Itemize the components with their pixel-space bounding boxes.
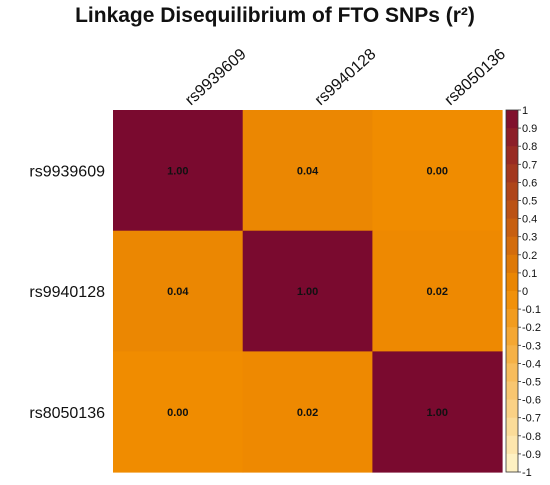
column-labels: rs9939609 rs9940128 rs8050136 xyxy=(182,46,509,109)
colorbar-tick-label: -0.3 xyxy=(522,340,541,352)
colorbar-tick-label: -0.9 xyxy=(522,449,541,461)
colorbar-tick-label: 0.1 xyxy=(522,268,537,280)
heatmap-cell xyxy=(242,110,373,232)
cell-value-label: 0.02 xyxy=(297,407,318,419)
heatmap-cells xyxy=(113,110,503,473)
colorbar-tick-label: 0 xyxy=(522,286,528,298)
colorbar-segment xyxy=(506,309,518,328)
cell-value-label: 1.00 xyxy=(167,165,188,177)
colorbar-segment xyxy=(506,182,518,201)
colorbar-segment xyxy=(506,363,518,382)
cell-value-label: 1.00 xyxy=(297,286,318,298)
colorbar-segment xyxy=(506,218,518,238)
heatmap-cell xyxy=(113,351,244,473)
column-label: rs9939609 xyxy=(182,46,250,109)
colorbar-tick-label: 0.8 xyxy=(522,141,537,153)
row-label: rs9940128 xyxy=(29,284,105,301)
cell-value-label: 0.04 xyxy=(167,286,189,298)
heatmap-cell xyxy=(242,351,373,473)
colorbar-tick-label: -0.1 xyxy=(522,304,541,316)
heatmap-cell xyxy=(372,230,503,352)
cell-value-label: 0.02 xyxy=(427,286,448,298)
colorbar-segment xyxy=(506,453,518,473)
row-label: rs8050136 xyxy=(29,405,105,422)
colorbar-tick-label: 0.5 xyxy=(522,196,537,208)
cell-value-label: 0.00 xyxy=(427,165,448,177)
colorbar-tick-label: -0.8 xyxy=(522,431,541,443)
cell-value-label: 1.00 xyxy=(427,407,448,419)
colorbar-segment xyxy=(506,128,518,147)
column-label: rs9940128 xyxy=(312,46,380,109)
colorbar-segment xyxy=(506,291,518,310)
row-labels: rs9939609 rs9940128 rs8050136 xyxy=(29,163,105,421)
colorbar-tick-label: -0.5 xyxy=(522,377,541,389)
colorbar-segment xyxy=(506,327,518,346)
colorbar-segment xyxy=(506,254,518,274)
heatmap-cell-labels: 1.00 0.04 0.00 0.04 1.00 0.02 0.00 0.02 1.00 xyxy=(167,165,448,418)
colorbar-tick-label: -0.6 xyxy=(522,395,541,407)
colorbar-tick-label: -0.4 xyxy=(522,358,541,370)
colorbar-segment xyxy=(506,381,518,400)
colorbar-tick-label: 1 xyxy=(522,105,528,117)
colorbar: 1 0.9 0.8 0.7 0.6 0.5 0.4 0.3 0.2 0.1 0 -0.1 -0.2 -0.… xyxy=(505,105,541,479)
colorbar-segment xyxy=(506,110,518,129)
heatmap-cell xyxy=(372,351,503,473)
colorbar-segment xyxy=(506,164,518,183)
colorbar-tick-label: -0.2 xyxy=(522,322,541,334)
colorbar-segment xyxy=(506,272,518,292)
row-label: rs9939609 xyxy=(29,163,105,180)
colorbar-tick-label: 0.9 xyxy=(522,123,537,135)
cell-value-label: 0.04 xyxy=(297,165,319,177)
chart-title: Linkage Disequilibrium of FTO SNPs (r²) xyxy=(75,4,475,27)
colorbar-tick-label: 0.6 xyxy=(522,177,537,189)
heatmap-cell xyxy=(242,230,373,352)
colorbar-segment xyxy=(506,345,518,364)
column-label: rs8050136 xyxy=(442,46,510,109)
colorbar-segment xyxy=(506,399,518,419)
cell-value-label: 0.00 xyxy=(167,407,188,419)
heatmap-cell xyxy=(113,230,244,352)
colorbar-tick-label: -1 xyxy=(522,467,532,479)
colorbar-tick-label: 0.2 xyxy=(522,250,537,262)
colorbar-tick-label: 0.7 xyxy=(522,159,537,171)
colorbar-tick-label: -0.7 xyxy=(522,413,541,425)
heatmap-cell xyxy=(372,110,503,232)
colorbar-segment xyxy=(506,200,518,219)
colorbar-segment xyxy=(506,417,518,437)
colorbar-segment xyxy=(506,236,518,256)
heatmap-cell xyxy=(113,110,244,232)
colorbar-tick-label: 0.4 xyxy=(522,214,537,226)
colorbar-segment xyxy=(506,435,518,455)
colorbar-segment xyxy=(506,146,518,165)
colorbar-tick-label: 0.3 xyxy=(522,232,537,244)
